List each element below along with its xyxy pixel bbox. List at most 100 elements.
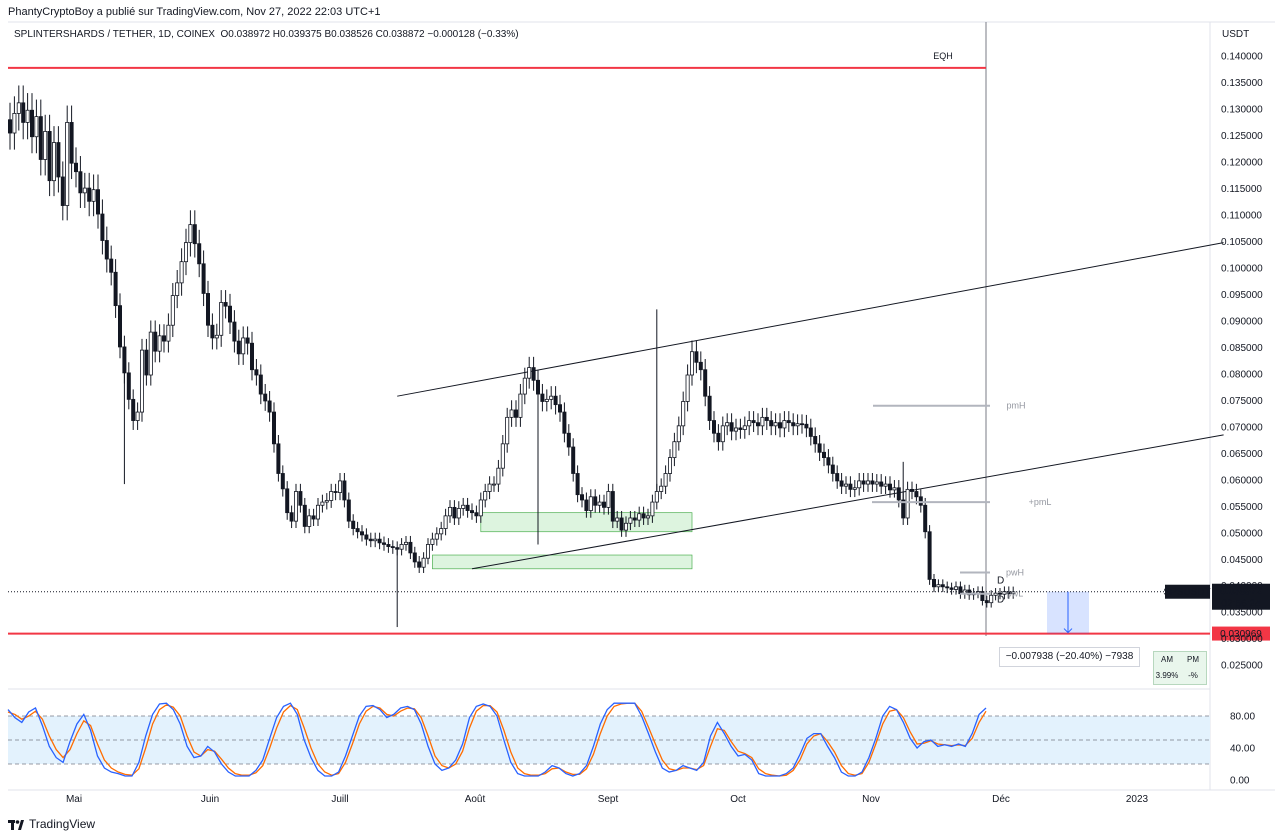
candle — [848, 476, 853, 498]
price-tick-label: 0.070000 — [1221, 422, 1263, 433]
candle-body — [315, 504, 320, 520]
candle — [153, 320, 158, 363]
candle-body — [808, 427, 813, 437]
candle — [12, 96, 17, 150]
candle — [126, 362, 131, 410]
candle — [487, 476, 492, 500]
candle — [56, 126, 61, 193]
candle-body — [861, 480, 866, 485]
candle — [958, 581, 963, 599]
candle-body — [337, 480, 342, 493]
candle-body — [773, 422, 778, 427]
candle-body — [276, 443, 281, 474]
candle-body — [29, 109, 34, 138]
candle-body — [425, 544, 430, 559]
candle-body — [998, 592, 1003, 595]
candle-body — [830, 464, 835, 474]
candle — [672, 432, 677, 467]
candle-body — [104, 240, 109, 260]
candle-body — [377, 538, 382, 544]
candle — [839, 472, 844, 494]
candle — [707, 386, 712, 430]
candle-body — [465, 504, 470, 511]
candle — [949, 582, 954, 595]
tradingview-logo-icon — [8, 819, 24, 830]
month-label: Juill — [331, 794, 348, 805]
candle-body — [302, 504, 307, 527]
candle — [201, 250, 206, 307]
candle-body — [417, 561, 422, 568]
candle — [575, 465, 580, 503]
candle — [883, 476, 888, 494]
candle-body — [126, 372, 131, 400]
candle-body — [694, 351, 699, 363]
candle-body — [131, 398, 136, 421]
candle-body — [857, 480, 862, 489]
candle-body — [527, 367, 532, 379]
candle-body — [940, 584, 945, 588]
candle-body — [826, 457, 831, 466]
candle-body — [905, 488, 910, 519]
candle — [188, 210, 193, 257]
candle — [1006, 586, 1011, 599]
price-tick-label: 0.040000 — [1221, 581, 1263, 592]
candle-body — [56, 142, 61, 178]
candle-body — [822, 451, 827, 459]
candle-body — [813, 436, 818, 445]
candle — [681, 391, 686, 436]
candle-body — [817, 443, 822, 453]
candle-body — [1006, 591, 1011, 595]
candle-body — [65, 122, 70, 206]
candle — [685, 364, 690, 412]
candle-body — [725, 422, 730, 427]
candle-body — [883, 483, 888, 487]
candle-body — [756, 422, 761, 427]
candle — [808, 418, 813, 446]
candle — [373, 532, 378, 548]
candle-body — [478, 499, 483, 517]
candle-body — [676, 425, 681, 443]
candle — [734, 418, 739, 441]
candle — [795, 414, 800, 436]
candle — [179, 248, 184, 296]
candle-body — [47, 131, 52, 182]
candle — [118, 293, 123, 359]
candle-body — [232, 321, 237, 342]
price-tick-label: 0.130000 — [1221, 105, 1263, 116]
candle — [593, 489, 598, 513]
candle — [804, 414, 809, 438]
candle-body — [786, 420, 791, 424]
candle — [531, 356, 536, 391]
candle-body — [443, 515, 448, 529]
candle-body — [408, 541, 413, 554]
candle — [830, 456, 835, 482]
candle — [109, 245, 114, 286]
symbol-name[interactable]: SPLINTERSHARDS / TETHER, 1D, COINEX — [14, 29, 215, 40]
candle-body — [263, 393, 268, 402]
candle — [742, 416, 747, 439]
candle-body — [280, 473, 285, 490]
am-header: AM — [1161, 655, 1173, 664]
candle-body — [118, 305, 123, 348]
candle-body — [289, 512, 294, 522]
candle — [82, 172, 87, 208]
candle — [60, 161, 65, 221]
ohlc-values: O0.038972 H0.039375 B0.038526 C0.038872 … — [220, 29, 519, 40]
month-label: Août — [465, 794, 486, 805]
candle-body — [980, 591, 985, 601]
candle — [311, 508, 316, 526]
candle — [170, 283, 175, 338]
candle — [417, 556, 422, 573]
candle-body — [509, 409, 514, 418]
candle — [425, 538, 430, 565]
candle-body — [923, 504, 928, 533]
last-price-tag-bg — [1212, 583, 1270, 610]
candle-body — [544, 398, 549, 402]
candle-body — [888, 483, 893, 491]
candle-body — [637, 513, 642, 521]
candle — [307, 508, 312, 534]
candle — [874, 474, 879, 492]
level-label: pwL — [1007, 589, 1024, 599]
tradingview-logo[interactable]: TradingView — [8, 817, 95, 831]
